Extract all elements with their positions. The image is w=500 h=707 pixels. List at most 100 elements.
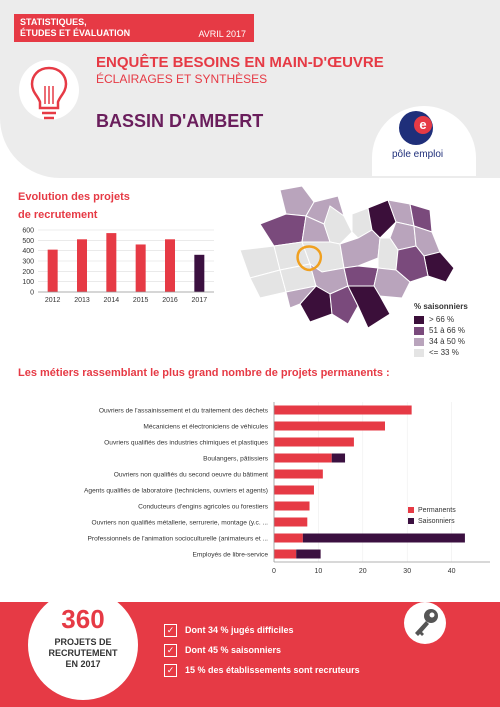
total-label-line-1: PROJETS DE (54, 637, 112, 647)
map-legend-item: 34 à 50 % (414, 336, 465, 347)
x-tick-label: 2012 (45, 297, 61, 304)
x-tick-label: 2015 (133, 297, 149, 304)
legend-label: <= 33 % (429, 348, 459, 357)
y-tick-label: 500 (22, 238, 34, 245)
x-tick-label: 2013 (74, 297, 90, 304)
bar (194, 254, 205, 292)
lightbulb-icon (19, 60, 79, 120)
bar-segment (274, 517, 308, 527)
category-label: Agents qualifiés de laboratoire (technic… (84, 488, 268, 495)
fact-text: Dont 34 % jugés difficiles (185, 625, 294, 635)
bar-segment (274, 421, 385, 431)
legend-swatch (414, 326, 424, 335)
category-label: Mécaniciens et électroniciens de véhicul… (143, 424, 268, 431)
report-title: ENQUÊTE BESOINS EN MAIN-D'ŒUVRE (96, 54, 384, 71)
y-tick-label: 0 (30, 290, 34, 297)
fact-item: ✓ Dont 34 % jugés difficiles (164, 620, 360, 640)
y-tick-label: 100 (22, 279, 34, 286)
fact-text: Dont 45 % saisonniers (185, 645, 282, 655)
bar-segment (274, 485, 314, 495)
category-label: Professionnels de l'animation sociocultu… (88, 536, 269, 543)
category-label: Ouvriers qualifiés des industries chimiq… (104, 440, 269, 447)
pole-emploi-logo-letter: e (414, 116, 432, 134)
legend-label: > 66 % (429, 315, 455, 324)
legend-label: 34 à 50 % (429, 337, 466, 346)
bar-segment (274, 533, 303, 543)
y-tick-label: 600 (22, 228, 34, 235)
legend-swatch (414, 337, 424, 346)
bar-segment (302, 533, 465, 543)
publication-date: AVRIL 2017 (198, 29, 246, 39)
x-tick-label: 40 (448, 568, 456, 575)
bassin-ambert-outline (296, 245, 322, 272)
key-icon (415, 609, 438, 636)
total-label-line-3: EN 2017 (65, 659, 101, 669)
category-label: Conducteurs d'engins agricoles ou forest… (138, 504, 269, 511)
total-label-line-2: RECRUTEMENT (48, 648, 118, 658)
map-zone (423, 251, 455, 283)
map-legend-title: % saisonniers (414, 302, 468, 311)
y-tick-label: 400 (22, 248, 34, 255)
legend-label: Saisonniers (418, 518, 455, 525)
check-icon: ✓ (164, 663, 177, 677)
bar (165, 239, 175, 292)
x-tick-label: 2014 (104, 297, 120, 304)
bar-segment (274, 549, 297, 559)
legend-label: Permanents (418, 507, 456, 514)
strip-line-1: STATISTIQUES, (20, 17, 87, 27)
bar-segment (274, 405, 412, 415)
facts-list: ✓ Dont 34 % jugés difficiles ✓ Dont 45 %… (164, 620, 360, 680)
bar (135, 244, 146, 292)
bar-segment (274, 501, 310, 511)
fact-item: ✓ 15 % des établissements sont recruteur… (164, 660, 360, 680)
category-label: Ouvriers non qualifiés du second oeuvre … (114, 472, 268, 479)
legend-swatch (414, 315, 424, 324)
map-zone (329, 285, 359, 325)
check-icon: ✓ (164, 623, 177, 637)
x-tick-label: 2016 (162, 297, 178, 304)
x-tick-label: 10 (315, 568, 323, 575)
bar-segment (331, 453, 346, 463)
map-zone (367, 199, 397, 239)
total-projects-label: PROJETS DE RECRUTEMENT EN 2017 (28, 637, 138, 670)
category-label: Boulangers, pâtissiers (203, 456, 269, 463)
map-legend-item: 51 à 66 % (414, 325, 465, 336)
y-tick-label: 300 (22, 259, 34, 266)
header-strip-text: STATISTIQUES, ÉTUDES ET ÉVALUATION (20, 17, 130, 39)
legend-label: 51 à 66 % (429, 326, 466, 335)
total-projects-number: 360 (61, 604, 105, 634)
evolution-title-line-1: Evolution des projets (18, 191, 130, 203)
bassin-map (240, 185, 455, 329)
report-subtitle: ÉCLAIRAGES ET SYNTHÈSES (96, 72, 268, 86)
bar (106, 233, 117, 292)
check-icon: ✓ (164, 643, 177, 657)
x-tick-label: 0 (272, 568, 276, 575)
bar-segment (274, 469, 323, 479)
y-tick-label: 200 (22, 269, 34, 276)
map-zone (259, 213, 307, 247)
evolution-title-line-2: de recrutement (18, 209, 98, 221)
metiers-title: Les métiers rassemblant le plus grand no… (18, 367, 390, 379)
category-label: Employés de libre-service (193, 552, 269, 559)
map-legend-item: > 66 % (414, 314, 465, 325)
map-zone (343, 265, 379, 287)
bassin-name: BASSIN D'AMBERT (96, 111, 264, 131)
x-tick-label: 30 (403, 568, 411, 575)
header-strip: STATISTIQUES, ÉTUDES ET ÉVALUATION AVRIL… (14, 14, 254, 42)
evolution-bar-chart: 0 100 200 300 400 500 600 2012 2013 2014 2015 2016 2… (22, 228, 214, 304)
map-zone (285, 285, 318, 309)
strip-line-2: ÉTUDES ET ÉVALUATION (20, 28, 131, 38)
metiers-bar-chart: 01020304050Ouvriers de l'assainissement … (84, 402, 490, 575)
legend-swatch (408, 507, 414, 513)
category-label: Ouvriers de l'assainissement et du trait… (99, 408, 269, 415)
map-legend-item: <= 33 % (414, 347, 465, 358)
summary-circle (28, 590, 138, 700)
x-tick-label: 20 (359, 568, 367, 575)
bar-segment (274, 453, 332, 463)
map-zone (347, 285, 391, 329)
map-legend: > 66 % 51 à 66 % 34 à 50 % <= 33 % (414, 314, 465, 358)
fact-item: ✓ Dont 45 % saisonniers (164, 640, 360, 660)
x-tick-label: 2017 (192, 297, 208, 304)
bar-segment (296, 549, 321, 559)
bar-segment (274, 437, 354, 447)
